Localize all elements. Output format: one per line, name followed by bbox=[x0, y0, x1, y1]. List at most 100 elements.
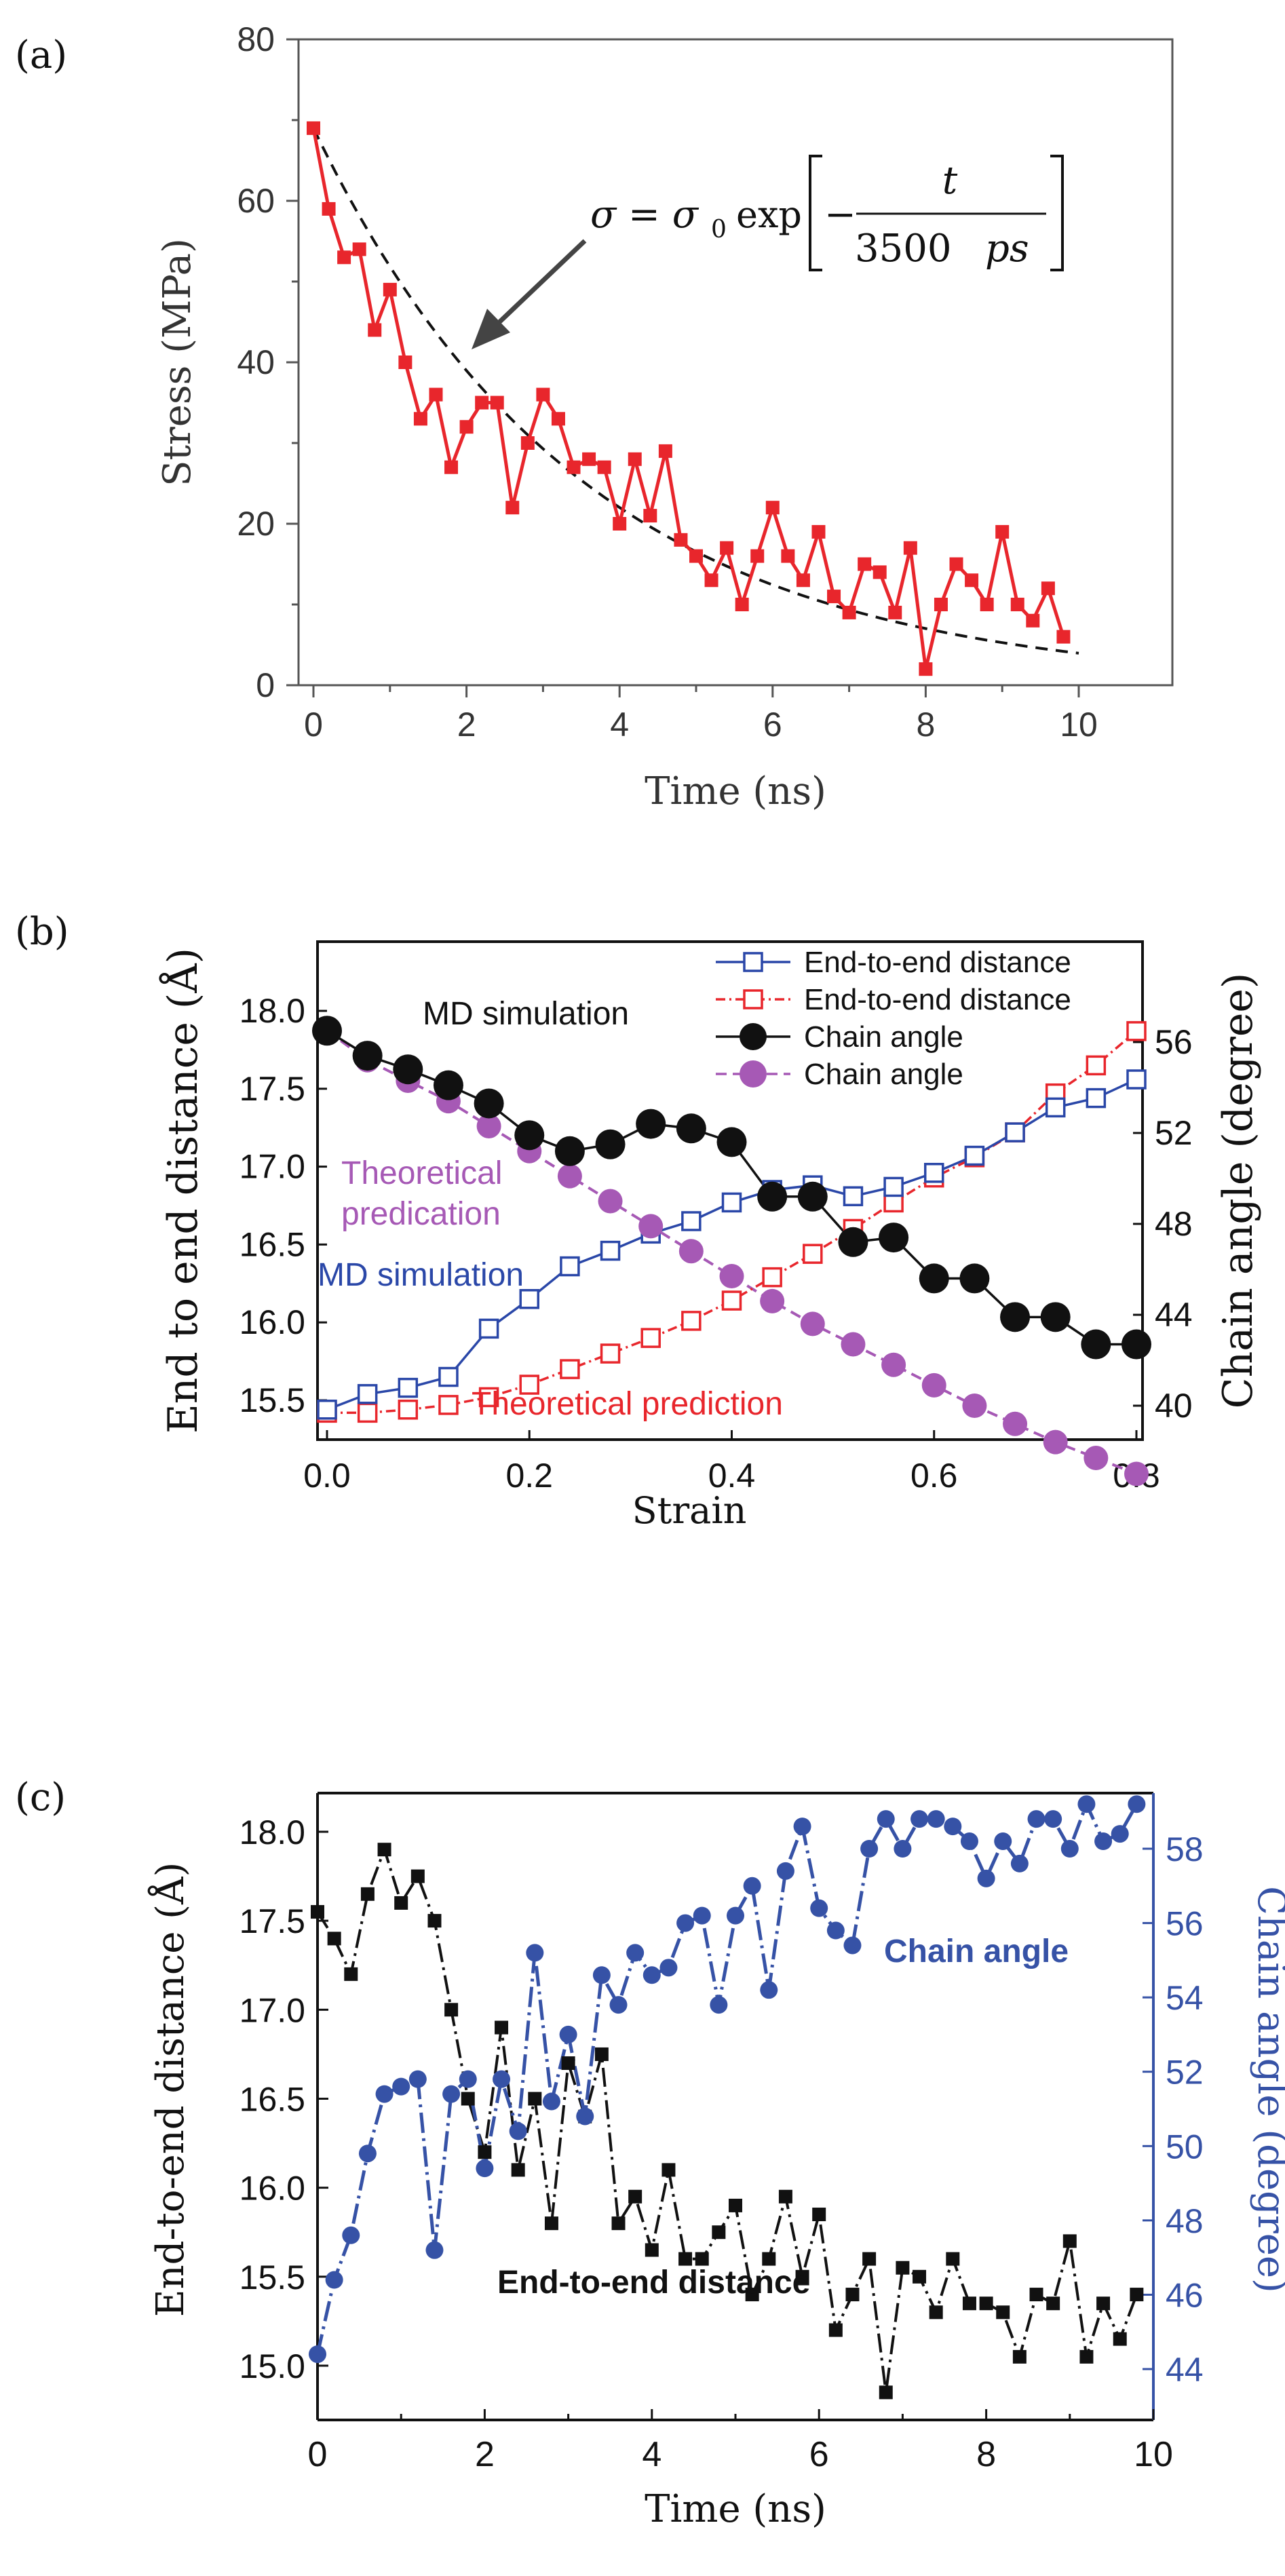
x-tick-label: 10 bbox=[1060, 706, 1098, 744]
chain-angle-theory-point bbox=[638, 1214, 664, 1239]
chain-angle-md-point bbox=[554, 1136, 585, 1166]
e2e-md-point bbox=[1005, 1122, 1025, 1142]
stress-point bbox=[735, 598, 749, 611]
y-left-tick-label: 16.0 bbox=[239, 1303, 305, 1341]
stress-point bbox=[337, 250, 351, 265]
legend-marker bbox=[743, 989, 763, 1010]
e2e-md-point bbox=[398, 1377, 419, 1398]
chain-angle-point bbox=[977, 1869, 995, 1887]
e2e-md-point bbox=[924, 1163, 944, 1183]
y-left-tick-label: 18.0 bbox=[239, 992, 305, 1030]
chain-angle-theory-point bbox=[1083, 1446, 1109, 1471]
legend-item: Chain angle bbox=[716, 1058, 963, 1091]
e2e-point bbox=[712, 2225, 726, 2239]
stress-point bbox=[919, 662, 933, 676]
chain-angle-md-point bbox=[879, 1223, 909, 1253]
chain-angle-md-point bbox=[393, 1054, 423, 1085]
e2e-point bbox=[896, 2261, 910, 2275]
chain-angle-point bbox=[1010, 1854, 1029, 1872]
annotation-md-simulation: MD simulation bbox=[423, 996, 629, 1032]
equation-lhs: σ = σ bbox=[590, 193, 699, 237]
y-tick-label: 80 bbox=[237, 20, 275, 58]
y-right-axis-label: Chain angle (degree) bbox=[1249, 1886, 1285, 2293]
stress-point bbox=[1026, 613, 1040, 628]
stress-point bbox=[307, 121, 320, 135]
y-right-tick-label: 48 bbox=[1155, 1205, 1193, 1243]
stress-point bbox=[796, 573, 810, 588]
stress-point bbox=[674, 533, 688, 547]
chain-angle-point bbox=[358, 2145, 377, 2163]
x-tick-label: 6 bbox=[763, 706, 782, 744]
chain-angle-point bbox=[810, 1899, 828, 1917]
chain-angle-point bbox=[676, 1914, 695, 1932]
stress-point bbox=[965, 573, 979, 588]
chain-angle-point bbox=[659, 1959, 678, 1977]
e2e-point bbox=[661, 2163, 676, 2177]
stress-point bbox=[643, 509, 657, 523]
chain-angle-point bbox=[609, 1996, 628, 2014]
chain-angle-md-point bbox=[636, 1109, 666, 1139]
stress-point bbox=[475, 396, 489, 410]
stress-point bbox=[750, 549, 765, 563]
e2e-theory-point bbox=[438, 1395, 459, 1415]
e2e-md-point bbox=[964, 1145, 985, 1166]
e2e-theory-point bbox=[560, 1359, 580, 1379]
stress-point bbox=[459, 420, 474, 434]
chain-angle-point bbox=[509, 2122, 527, 2140]
e2e-point bbox=[929, 2305, 943, 2320]
chain-angle-point bbox=[994, 1832, 1012, 1851]
x-tick-label: 8 bbox=[976, 2435, 996, 2474]
y-left-tick-label: 15.5 bbox=[239, 1381, 305, 1419]
y-right-tick-label: 48 bbox=[1166, 2202, 1204, 2240]
e2e-point bbox=[344, 1967, 358, 1981]
chain-angle-point bbox=[710, 1996, 728, 2014]
stress-point bbox=[505, 501, 520, 515]
equation-numerator: t bbox=[942, 159, 958, 203]
y-right-tick-label: 44 bbox=[1155, 1296, 1193, 1334]
chain-angle-theory-point bbox=[598, 1189, 623, 1214]
chain-angle-point bbox=[342, 2226, 360, 2244]
chain-angle-md-point bbox=[757, 1181, 788, 1212]
chain-angle-point bbox=[1027, 1810, 1046, 1828]
stress-point bbox=[429, 387, 443, 402]
e2e-point bbox=[444, 2003, 459, 2017]
stress-point bbox=[352, 242, 366, 256]
e2e-point bbox=[611, 2216, 626, 2231]
chain-angle-md-point bbox=[716, 1127, 747, 1157]
stress-point bbox=[613, 517, 627, 531]
chain-angle-md-point bbox=[959, 1263, 990, 1294]
e2e-point bbox=[427, 1914, 442, 1928]
e2e-point bbox=[511, 2163, 525, 2177]
e2e-point bbox=[394, 1896, 408, 1910]
stress-point bbox=[582, 452, 596, 466]
y-right-tick-label: 46 bbox=[1166, 2276, 1204, 2314]
e2e-theory-point bbox=[600, 1343, 621, 1364]
annotation-md-simulation-blue: MD simulation bbox=[318, 1257, 524, 1293]
chain-angle-md-point bbox=[1081, 1329, 1111, 1360]
panel-label: (c) bbox=[15, 1775, 66, 1820]
equation-denominator-value: 3500 bbox=[855, 227, 952, 271]
y-right-tick-label: 56 bbox=[1155, 1023, 1193, 1061]
x-tick-label: 8 bbox=[916, 706, 935, 744]
equation-bracket-right bbox=[1050, 155, 1064, 271]
equation-denominator-unit: ps bbox=[985, 227, 1029, 271]
y-tick-label: 20 bbox=[237, 505, 275, 543]
stress-point bbox=[490, 396, 504, 410]
x-tick-label: 6 bbox=[809, 2435, 829, 2474]
e2e-point bbox=[377, 1843, 391, 1857]
e2e-point bbox=[594, 2047, 609, 2061]
chain-angle-point bbox=[309, 2345, 326, 2364]
chain-angle-theory-point bbox=[1043, 1429, 1068, 1455]
chain-angle-point bbox=[375, 2085, 394, 2103]
e2e-point bbox=[1046, 2296, 1060, 2311]
e2e-md-point bbox=[681, 1211, 702, 1231]
chain-angle-md-point bbox=[919, 1263, 949, 1294]
chain-angle-point bbox=[592, 1966, 611, 1984]
y-right-tick-label: 58 bbox=[1166, 1830, 1204, 1868]
legend-item: End-to-end distance bbox=[716, 983, 1071, 1016]
chain-angle-point bbox=[392, 2077, 410, 2096]
y-right-tick-label: 40 bbox=[1155, 1387, 1193, 1425]
stress-point bbox=[383, 282, 397, 296]
chain-angle-point bbox=[459, 2070, 477, 2088]
e2e-point bbox=[828, 2323, 843, 2337]
